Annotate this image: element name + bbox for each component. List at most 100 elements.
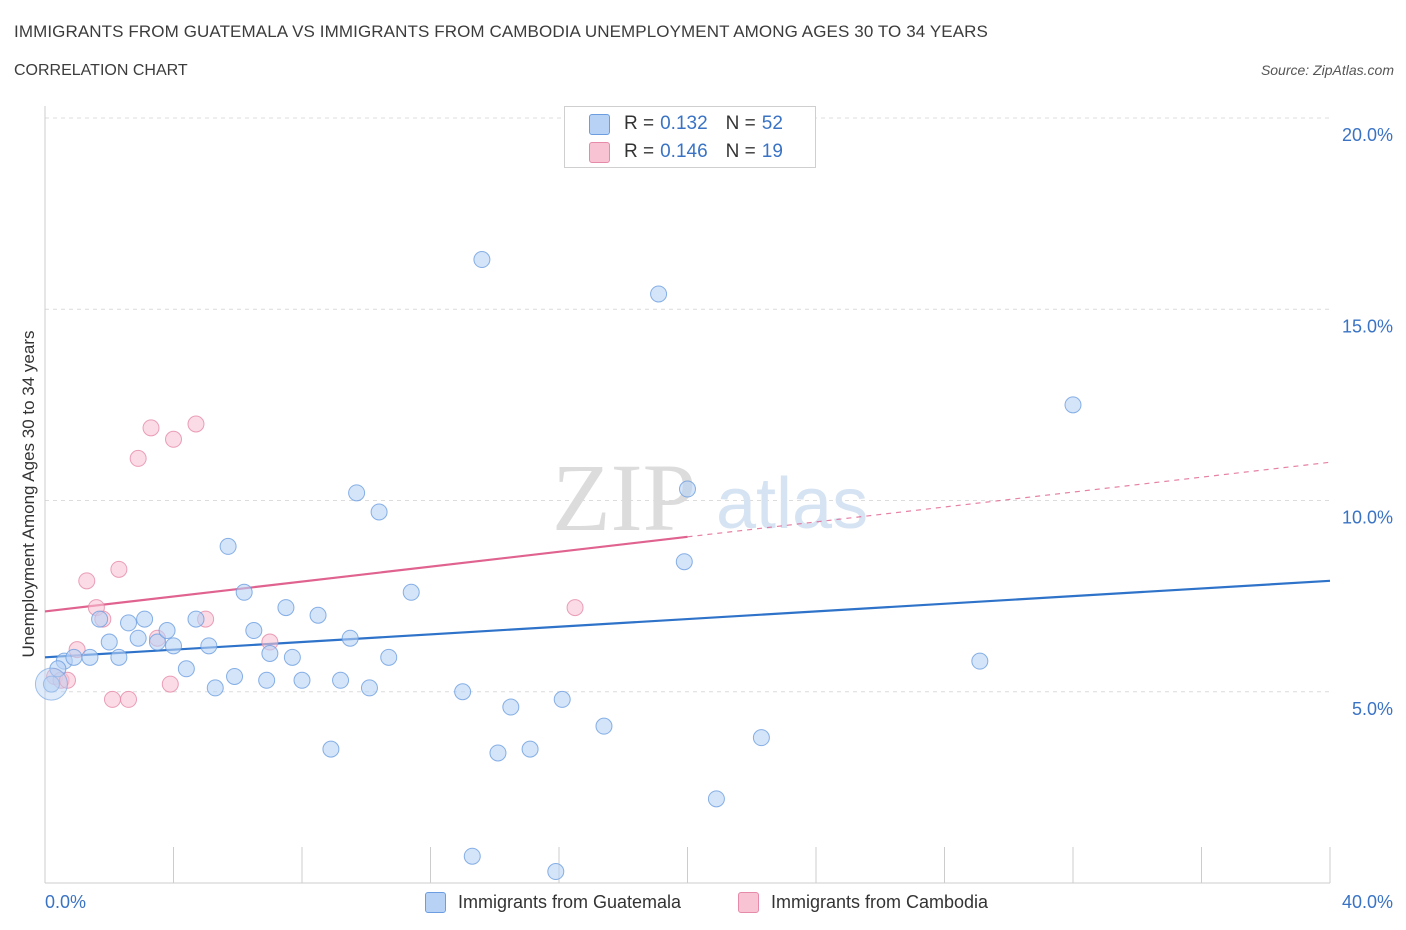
- data-points: [34, 251, 1082, 881]
- guatemala-point: [81, 648, 99, 666]
- axes: [44, 106, 1331, 884]
- correlation-legend: R = 0.132 N = 52 R = 0.146 N = 19: [564, 106, 816, 168]
- r-label: R =: [624, 113, 655, 134]
- y-tick-label: 15.0%: [1342, 316, 1393, 336]
- guatemala-point: [245, 622, 263, 640]
- legend-item-cambodia[interactable]: Immigrants from Cambodia: [738, 890, 988, 914]
- guatemala-point: [679, 480, 696, 498]
- cambodia-point: [165, 430, 182, 448]
- guatemala-point: [547, 863, 565, 881]
- gridlines: [45, 117, 1330, 693]
- guatemala-point: [521, 740, 539, 758]
- guatemala-point: [65, 648, 83, 666]
- y-axis-label: Unemployment Among Ages 30 to 34 years: [19, 331, 38, 658]
- y-tick-label: 20.0%: [1342, 125, 1393, 145]
- guatemala-point: [489, 744, 507, 762]
- n-label: N =: [725, 113, 756, 134]
- legend-item-guatemala[interactable]: Immigrants from Guatemala: [425, 890, 681, 914]
- guatemala-point: [293, 671, 311, 689]
- cambodia-point: [566, 599, 584, 617]
- guatemala-swatch: [589, 113, 610, 135]
- guatemala-point: [348, 484, 366, 502]
- guatemala-point: [707, 790, 725, 808]
- cambodia-point: [58, 671, 76, 689]
- guatemala-point: [206, 679, 224, 697]
- cambodia-trend-line-extension: [687, 461, 1331, 538]
- guatemala-point: [650, 285, 668, 303]
- guatemala-point: [42, 675, 60, 693]
- chart-title: IMMIGRANTS FROM GUATEMALA VS IMMIGRANTS …: [14, 22, 988, 41]
- guatemala-point: [341, 629, 359, 647]
- trend-lines: [44, 461, 1331, 659]
- guatemala-point: [148, 633, 166, 651]
- x-tick-label-max: 40.0%: [1342, 892, 1393, 912]
- guatemala-point: [283, 648, 301, 666]
- r-label: R =: [624, 141, 655, 162]
- guatemala-point: [129, 629, 147, 647]
- cambodia-legend-swatch: [738, 891, 759, 913]
- guatemala-point: [332, 671, 350, 689]
- cambodia-point: [120, 690, 138, 708]
- guatemala-point: [110, 648, 128, 666]
- guatemala-point: [402, 583, 420, 601]
- n-label: N =: [725, 141, 756, 162]
- guatemala-cluster-point: [34, 667, 68, 701]
- guatemala-point: [370, 503, 388, 521]
- guatemala-point: [502, 698, 520, 716]
- guatemala-point: [219, 537, 237, 555]
- guatemala-point: [165, 637, 182, 655]
- guatemala-point: [309, 606, 327, 624]
- guatemala-point: [595, 717, 613, 735]
- guatemala-point: [158, 622, 176, 640]
- guatemala-legend-swatch: [425, 891, 446, 913]
- guatemala-point: [136, 610, 154, 628]
- cambodia-point: [78, 572, 96, 590]
- guatemala-point: [235, 583, 253, 601]
- axis-labels: 5.0% 10.0% 15.0% 20.0% 0.0% 40.0%: [45, 125, 1393, 912]
- legend-row-guatemala: R = 0.132 N = 52: [589, 112, 783, 136]
- source-label: Source: ZipAtlas.com: [1260, 62, 1394, 78]
- cambodia-point: [110, 560, 128, 578]
- guatemala-point: [177, 660, 195, 678]
- guatemala-point: [258, 671, 276, 689]
- y-tick-label: 10.0%: [1342, 508, 1393, 528]
- guatemala-point: [200, 637, 218, 655]
- guatemala-legend-label: Immigrants from Guatemala: [458, 891, 682, 912]
- guatemala-r-value: 0.132: [660, 113, 708, 134]
- guatemala-trend-line: [44, 579, 1331, 659]
- cambodia-point: [142, 419, 160, 437]
- legend-row-cambodia: R = 0.146 N = 19: [589, 140, 783, 164]
- watermark-atlas: atlas: [716, 464, 868, 544]
- chart-subtitle: CORRELATION CHART: [14, 62, 188, 79]
- guatemala-point: [261, 645, 279, 662]
- guatemala-point: [91, 610, 109, 628]
- guatemala-point: [553, 690, 571, 708]
- guatemala-point: [322, 740, 340, 758]
- guatemala-point: [100, 633, 118, 651]
- cambodia-point: [103, 690, 121, 708]
- x-tick-label-min: 0.0%: [45, 892, 86, 912]
- cambodia-trend-line: [44, 535, 688, 613]
- guatemala-point: [49, 660, 67, 678]
- cambodia-n-value: 19: [761, 141, 783, 162]
- guatemala-point: [277, 599, 295, 617]
- guatemala-point: [752, 729, 770, 747]
- guatemala-n-value: 52: [761, 113, 783, 134]
- guatemala-point: [226, 667, 244, 685]
- guatemala-point: [380, 648, 398, 666]
- guatemala-point: [463, 847, 481, 865]
- cambodia-point: [161, 675, 179, 693]
- guatemala-point: [971, 652, 989, 670]
- guatemala-point: [120, 614, 138, 632]
- guatemala-point: [187, 610, 205, 628]
- guatemala-point: [473, 251, 491, 269]
- cambodia-point: [129, 449, 147, 467]
- watermark-zip: ZIP: [552, 444, 696, 551]
- cambodia-point: [187, 415, 205, 433]
- y-tick-label: 5.0%: [1352, 699, 1393, 719]
- guatemala-point: [360, 679, 378, 697]
- cambodia-r-value: 0.146: [660, 141, 708, 162]
- guatemala-point: [454, 683, 472, 701]
- cambodia-legend-label: Immigrants from Cambodia: [771, 891, 989, 912]
